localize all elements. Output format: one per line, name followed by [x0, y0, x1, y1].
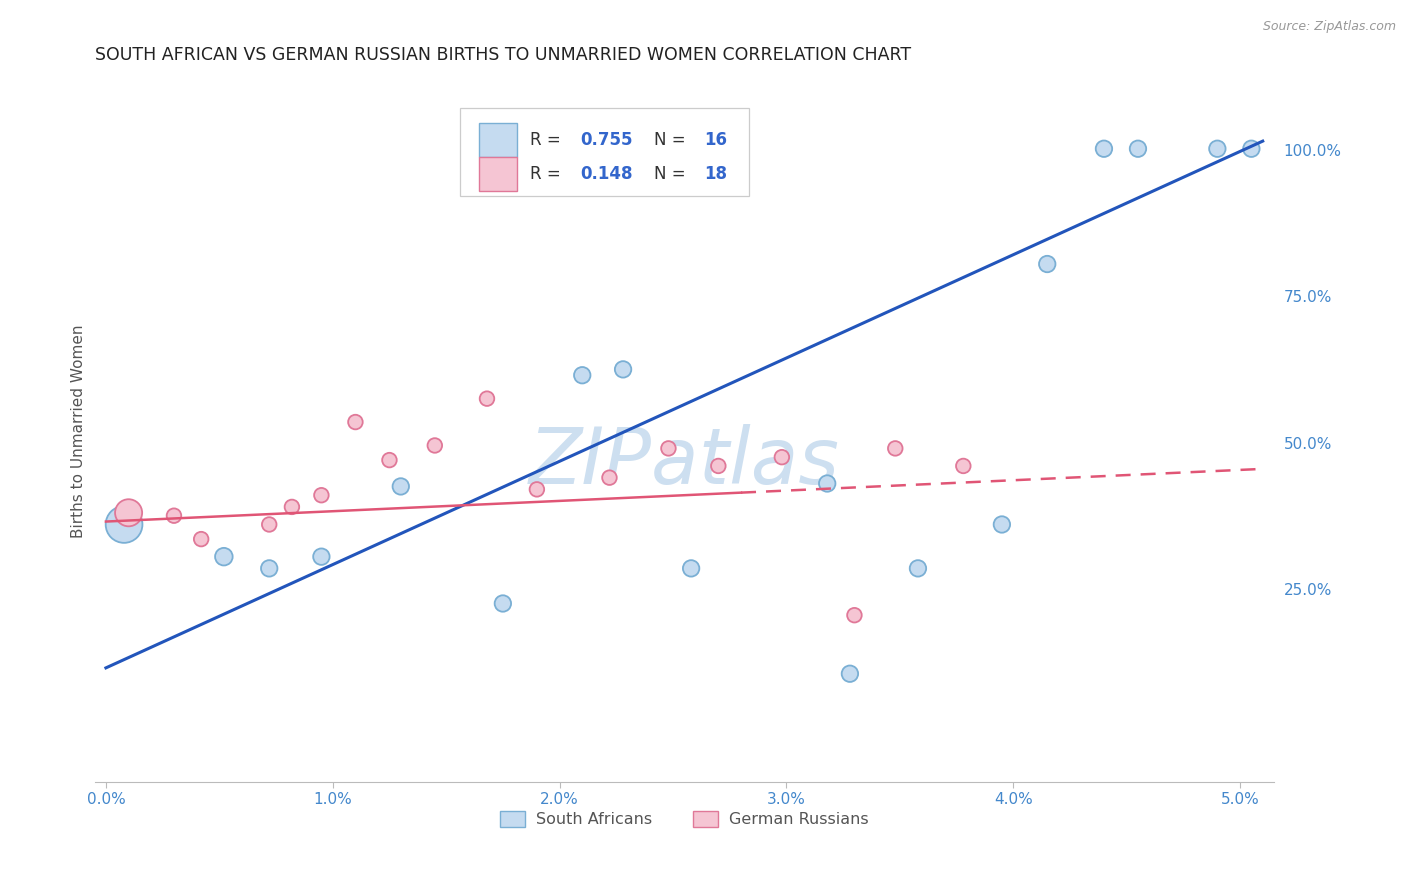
Point [475, 392, 498, 406]
FancyBboxPatch shape [479, 123, 517, 157]
Point [838, 666, 860, 681]
Point [344, 415, 367, 429]
Point [389, 479, 412, 493]
Point [612, 362, 634, 376]
Point [707, 458, 730, 473]
Point [190, 532, 212, 546]
Point [907, 561, 929, 575]
Point [163, 508, 186, 523]
Point [117, 506, 139, 520]
Text: SOUTH AFRICAN VS GERMAN RUSSIAN BIRTHS TO UNMARRIED WOMEN CORRELATION CHART: SOUTH AFRICAN VS GERMAN RUSSIAN BIRTHS T… [94, 46, 911, 64]
Text: R =: R = [530, 131, 565, 149]
Point [311, 488, 333, 502]
Point [770, 450, 793, 465]
Point [112, 517, 135, 532]
Point [1126, 142, 1149, 156]
Point [1240, 142, 1263, 156]
Legend: South Africans, German Russians: South Africans, German Russians [494, 805, 876, 834]
Point [657, 442, 679, 456]
Point [952, 458, 974, 473]
FancyBboxPatch shape [479, 157, 517, 191]
Y-axis label: Births to Unmarried Women: Births to Unmarried Women [72, 324, 86, 538]
Point [598, 470, 620, 484]
Point [212, 549, 235, 564]
Point [681, 561, 703, 575]
FancyBboxPatch shape [460, 108, 749, 195]
Point [571, 368, 593, 383]
Point [526, 483, 548, 497]
Text: 16: 16 [704, 131, 727, 149]
Text: N =: N = [654, 165, 690, 183]
Point [1036, 257, 1059, 271]
Point [257, 561, 280, 575]
Text: R =: R = [530, 165, 565, 183]
Point [1092, 142, 1115, 156]
Point [1206, 142, 1229, 156]
Point [378, 453, 401, 467]
Point [991, 517, 1014, 532]
Text: 0.148: 0.148 [581, 165, 633, 183]
Point [815, 476, 838, 491]
Point [844, 608, 866, 623]
Point [492, 597, 515, 611]
Point [257, 517, 280, 532]
Text: ZIPatlas: ZIPatlas [529, 425, 839, 500]
Point [311, 549, 333, 564]
Point [281, 500, 304, 514]
Text: 0.755: 0.755 [581, 131, 633, 149]
Point [423, 438, 446, 452]
Text: Source: ZipAtlas.com: Source: ZipAtlas.com [1263, 20, 1396, 33]
Point [884, 442, 907, 456]
Text: N =: N = [654, 131, 690, 149]
Text: 18: 18 [704, 165, 727, 183]
